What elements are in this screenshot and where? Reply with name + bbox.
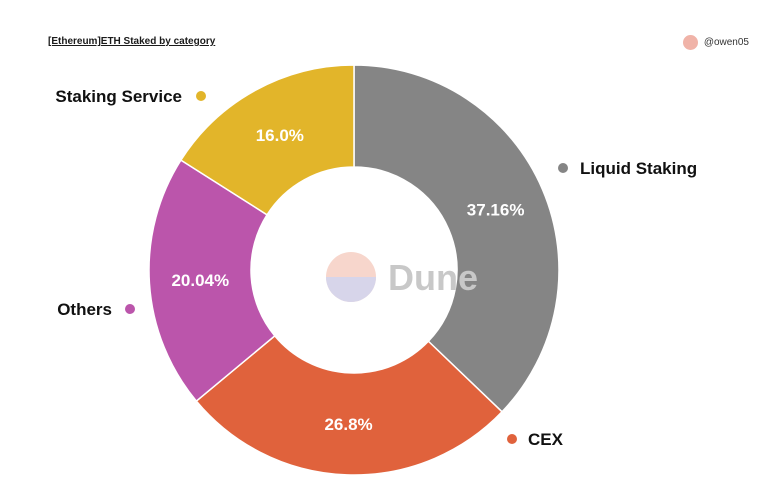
- value-label-liquid-staking: 37.16%: [467, 201, 525, 220]
- watermark-text: Dune: [388, 257, 478, 298]
- legend-dot-staking-service: [196, 91, 206, 101]
- labels-group: 37.16% Liquid Staking 26.8% CEX 20.04% Others…: [55, 87, 697, 449]
- slice-staking-service[interactable]: [179, 64, 355, 216]
- category-label-others: Others: [57, 300, 112, 319]
- category-label-cex: CEX: [528, 430, 564, 449]
- author-name: @owen05: [703, 37, 749, 48]
- category-label-liquid-staking: Liquid Staking: [580, 159, 697, 178]
- legend-dot-liquid-staking: [558, 163, 568, 173]
- dune-watermark: Dune: [326, 252, 478, 302]
- author-badge[interactable]: @owen05: [682, 35, 749, 50]
- slice-liquid-staking[interactable]: [353, 64, 560, 413]
- value-label-cex: 26.8%: [324, 415, 372, 434]
- slices-group: [148, 64, 560, 476]
- value-label-staking-service: 16.0%: [256, 126, 304, 145]
- avatar: [682, 35, 698, 50]
- legend-dot-cex: [507, 434, 517, 444]
- category-label-staking-service: Staking Service: [55, 87, 182, 106]
- slice-others[interactable]: [148, 159, 276, 403]
- dune-logo-lower: [326, 277, 376, 302]
- legend-dot-others: [125, 304, 135, 314]
- chart-title: [Ethereum]ETH Staked by category: [48, 36, 216, 47]
- slice-cex[interactable]: [195, 334, 504, 476]
- value-label-others: 20.04%: [171, 271, 229, 290]
